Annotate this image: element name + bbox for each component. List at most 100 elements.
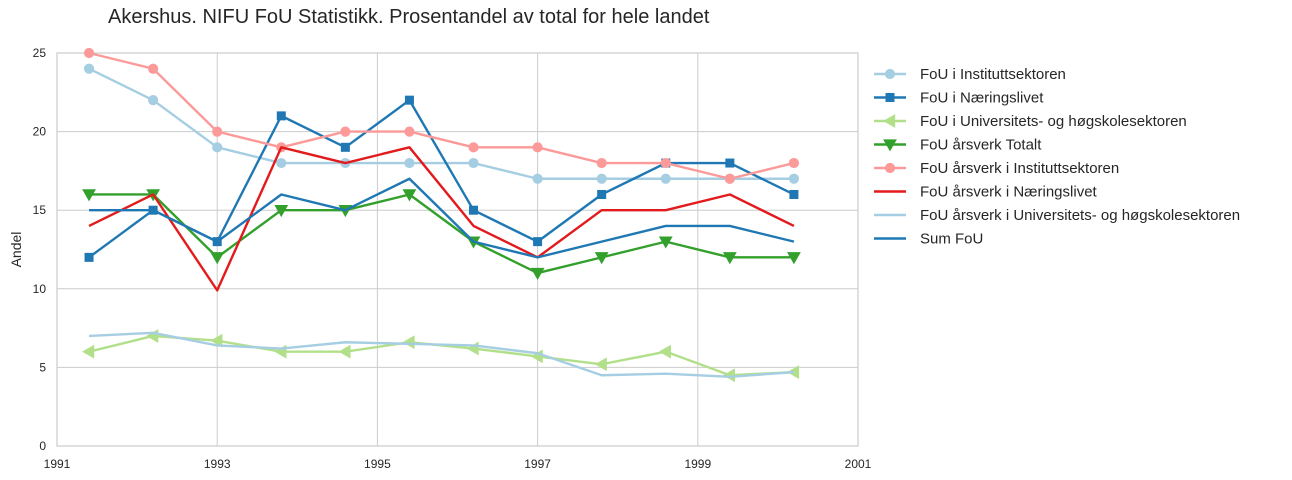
y-tick-label: 0 <box>39 439 46 453</box>
series-0 <box>83 63 800 184</box>
data-point <box>148 63 159 74</box>
series-layer <box>82 47 801 383</box>
legend-marker <box>884 68 896 80</box>
y-tick-label: 15 <box>33 203 47 217</box>
legend-label: FoU årsverk i Næringslivet <box>920 184 1098 201</box>
legend-label: Sum FoU <box>920 231 983 248</box>
y-tick-label: 5 <box>39 360 46 374</box>
series-line <box>88 51 795 180</box>
x-tick-label: 1993 <box>204 457 231 471</box>
legend-label: FoU i Universitets- og høgskolesektoren <box>920 113 1187 130</box>
legend-entry-7: Sum FoU <box>874 231 983 248</box>
data-point <box>212 126 223 137</box>
legend-label: FoU i Næringslivet <box>920 90 1044 107</box>
data-point <box>788 157 800 169</box>
data-point <box>466 341 479 356</box>
data-point <box>212 142 223 153</box>
y-tick-label: 10 <box>33 282 47 296</box>
series-6 <box>88 331 795 379</box>
data-point <box>84 252 94 262</box>
legend-entry-5: FoU årsverk i Næringslivet <box>874 184 1098 201</box>
data-point <box>146 329 159 343</box>
x-tick-label: 1995 <box>364 457 391 471</box>
axis-layer: 1991 1993 1995 1997 1999 2001 0 5 10 15 20 25 Andel <box>8 46 872 471</box>
data-point <box>596 157 607 169</box>
data-point <box>789 189 799 199</box>
legend: FoU i Instituttsektoren FoU i Næringslive… <box>874 66 1240 248</box>
plot-frame <box>56 52 859 447</box>
legend-label: FoU i Instituttsektoren <box>920 66 1066 83</box>
y-tick-label: 25 <box>33 46 47 60</box>
x-tick-label: 1997 <box>524 457 551 471</box>
series-line <box>89 193 794 275</box>
data-point <box>532 173 543 184</box>
chart-title: Akershus. NIFU FoU Statistikk. Prosentan… <box>108 6 710 28</box>
legend-entry-2: FoU i Universitets- og høgskolesektoren <box>874 113 1187 130</box>
series-4 <box>83 47 800 184</box>
series-7 <box>89 177 795 259</box>
series-line <box>89 177 795 259</box>
data-point <box>660 157 671 169</box>
data-point <box>597 189 607 199</box>
data-point <box>596 173 607 184</box>
series-5 <box>88 146 795 292</box>
data-point <box>469 205 479 215</box>
data-point <box>530 267 545 280</box>
y-tick-label: 20 <box>33 125 47 139</box>
data-point <box>722 252 737 265</box>
data-point <box>340 142 350 152</box>
data-point <box>276 157 287 169</box>
data-point <box>404 157 415 169</box>
data-point <box>82 344 95 359</box>
data-point <box>594 252 609 265</box>
x-tick-label: 2001 <box>845 457 872 471</box>
data-point <box>787 252 801 265</box>
data-point <box>660 173 671 184</box>
data-point <box>210 252 225 265</box>
legend-marker <box>883 114 896 128</box>
data-point <box>83 47 95 59</box>
legend-label: FoU årsverk i Universitets- og høgskoles… <box>920 207 1240 224</box>
series-line <box>88 146 795 292</box>
data-point <box>725 158 735 168</box>
data-point <box>210 333 223 348</box>
legend-label: FoU årsverk i Instituttsektoren <box>920 160 1119 177</box>
legend-entry-3: FoU årsverk Totalt <box>874 137 1042 154</box>
data-point <box>468 142 479 153</box>
data-point <box>148 95 159 106</box>
data-point <box>404 95 414 105</box>
data-point <box>82 189 96 202</box>
x-tick-label: 1999 <box>684 457 711 471</box>
data-point <box>594 357 607 372</box>
legend-entry-0: FoU i Instituttsektoren <box>874 66 1066 83</box>
legend-entry-6: FoU årsverk i Universitets- og høgskoles… <box>874 207 1240 224</box>
data-point <box>404 126 415 137</box>
grid <box>56 52 859 447</box>
plot-border <box>56 52 859 447</box>
legend-entry-4: FoU årsverk i Instituttsektoren <box>874 160 1119 177</box>
legend-label: FoU årsverk Totalt <box>920 137 1042 154</box>
data-point <box>276 111 286 121</box>
y-axis-title: Andel <box>8 232 24 268</box>
series-line <box>88 67 794 180</box>
data-point <box>788 173 800 184</box>
data-point <box>532 142 543 153</box>
data-point <box>468 157 479 169</box>
data-point <box>533 237 543 247</box>
data-point <box>724 173 735 184</box>
x-tick-label: 1991 <box>44 457 71 471</box>
legend-entry-1: FoU i Næringslivet <box>874 90 1044 107</box>
legend-marker <box>883 139 897 152</box>
data-point <box>658 236 673 249</box>
data-point <box>722 368 736 383</box>
data-point <box>402 189 417 202</box>
data-point <box>83 63 95 74</box>
legend-marker <box>884 162 896 174</box>
data-point <box>340 126 351 137</box>
legend-marker <box>885 93 895 102</box>
data-point <box>274 344 287 359</box>
series-line <box>88 331 795 379</box>
data-point <box>338 344 351 359</box>
data-point <box>658 344 671 359</box>
